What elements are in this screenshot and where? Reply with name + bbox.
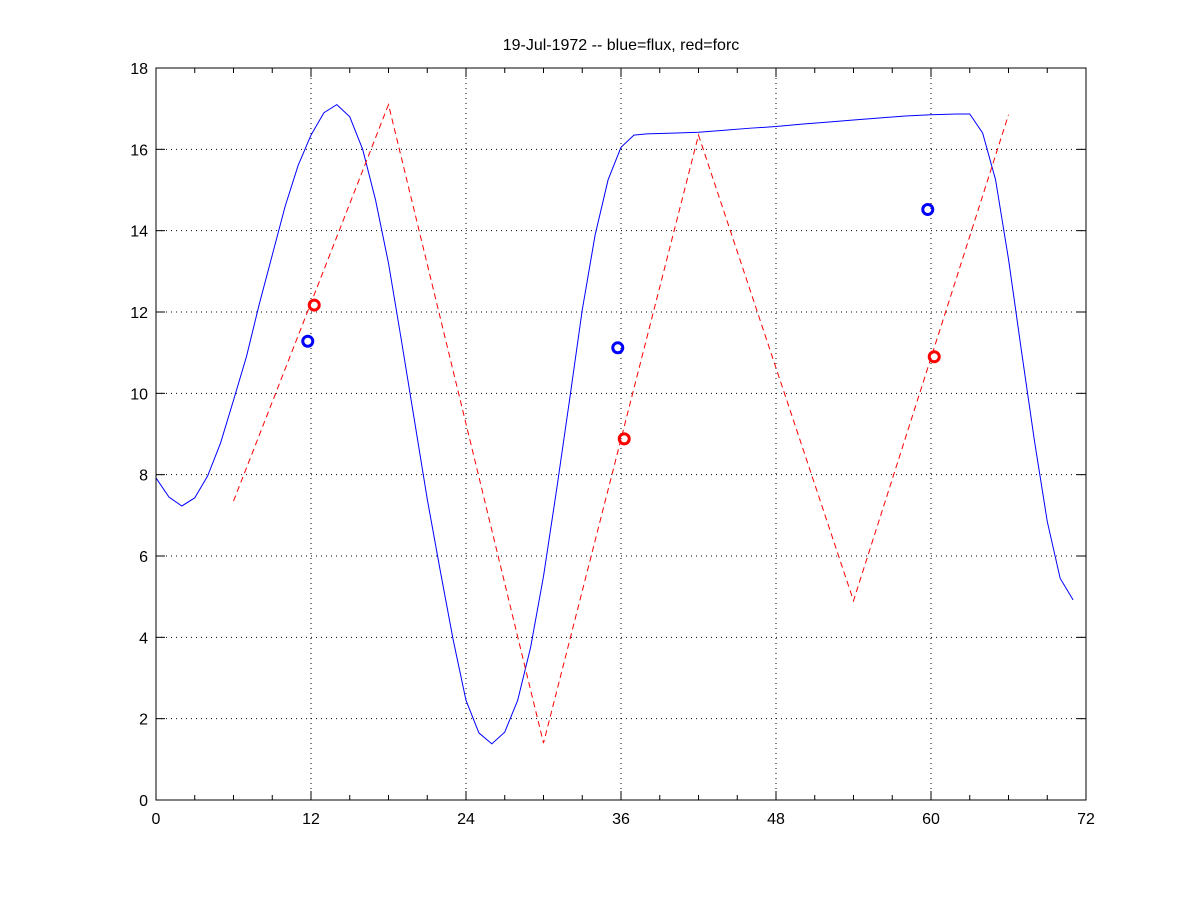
x-tick-label: 24 [457, 811, 475, 828]
y-tick-label: 6 [139, 549, 148, 566]
x-tick-label: 36 [612, 811, 630, 828]
marker-forc-obs [617, 432, 631, 446]
series-line-flux [155, 103, 1074, 745]
y-tick-label: 8 [139, 468, 148, 485]
marker-forc-obs [927, 350, 941, 364]
marker-forc-obs [307, 298, 321, 312]
series-layer [155, 102, 1074, 745]
x-tick-label: 60 [922, 811, 940, 828]
marker-flux-obs [611, 341, 625, 355]
x-tick-label: 48 [767, 811, 785, 828]
chart-title: 19-Jul-1972 -- blue=flux, red=forc [503, 37, 740, 54]
marker-flux-obs [921, 203, 935, 217]
grid [156, 68, 1086, 800]
x-tick-label: 72 [1077, 811, 1095, 828]
y-tick-label: 14 [130, 224, 148, 241]
y-tick-label: 4 [139, 630, 148, 647]
y-tick-label: 2 [139, 712, 148, 729]
y-tick-label: 0 [139, 793, 148, 810]
y-tick-label: 18 [130, 61, 148, 78]
marker-flux-obs [301, 334, 315, 348]
series-line-forc [233, 102, 1009, 744]
x-tick-label: 0 [152, 811, 161, 828]
x-tick-label: 12 [302, 811, 320, 828]
y-tick-label: 16 [130, 142, 148, 159]
y-tick-label: 12 [130, 305, 148, 322]
y-tick-label: 10 [130, 386, 148, 403]
